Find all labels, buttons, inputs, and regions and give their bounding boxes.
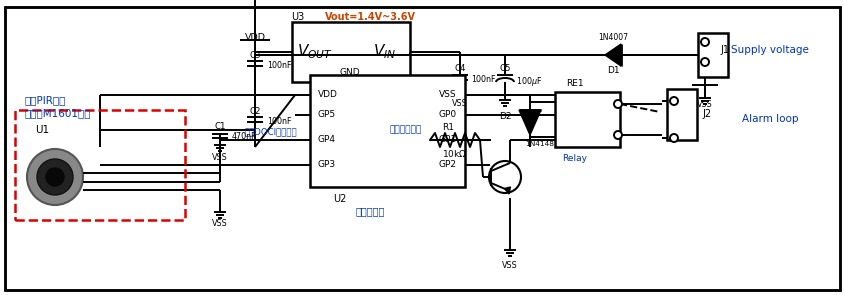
Circle shape <box>701 58 708 66</box>
Circle shape <box>37 159 73 195</box>
Text: VSS: VSS <box>439 91 457 99</box>
Text: VSS: VSS <box>452 99 468 109</box>
Text: 1N4007: 1N4007 <box>598 34 627 42</box>
Text: 内置：M1601芯片: 内置：M1601芯片 <box>25 108 91 118</box>
Text: R1: R1 <box>441 124 453 132</box>
Text: GP4: GP4 <box>317 135 336 145</box>
Text: 10k$\Omega$: 10k$\Omega$ <box>442 148 467 160</box>
Bar <box>310 75 464 187</box>
Bar <box>292 22 409 82</box>
Text: GP1: GP1 <box>438 135 457 145</box>
Text: GND: GND <box>339 68 360 78</box>
Text: GP0: GP0 <box>438 111 457 119</box>
Text: Alarm loop: Alarm loop <box>741 114 798 124</box>
Text: U3: U3 <box>291 12 305 22</box>
Text: Supply voltage: Supply voltage <box>730 45 808 55</box>
Text: C1: C1 <box>214 122 225 132</box>
Polygon shape <box>518 110 540 135</box>
Text: C2: C2 <box>249 107 261 117</box>
Text: VSS: VSS <box>501 260 517 270</box>
Text: VDD: VDD <box>244 32 265 42</box>
Text: D1: D1 <box>606 66 619 76</box>
Text: J2: J2 <box>701 109 711 119</box>
Bar <box>697 33 728 77</box>
Text: 数字PIR探头: 数字PIR探头 <box>25 95 67 105</box>
Text: 驱动负载输出: 驱动负载输出 <box>390 125 422 135</box>
Circle shape <box>27 149 83 205</box>
Text: GP3: GP3 <box>317 160 336 170</box>
Circle shape <box>701 38 708 46</box>
Circle shape <box>669 134 677 142</box>
Text: 100nF: 100nF <box>267 117 291 127</box>
Text: 外置单片机: 外置单片机 <box>354 206 384 216</box>
Text: RE1: RE1 <box>565 79 583 88</box>
Text: VDD: VDD <box>317 91 338 99</box>
Text: 100$\mu$F: 100$\mu$F <box>516 76 542 88</box>
Text: VSS: VSS <box>696 101 712 109</box>
Text: U1: U1 <box>35 125 49 135</box>
Circle shape <box>614 100 621 108</box>
Bar <box>666 89 696 140</box>
Text: C5: C5 <box>499 65 510 73</box>
Text: $V_{OUT}$: $V_{OUT}$ <box>297 43 333 61</box>
Bar <box>555 92 619 147</box>
Text: $V_{IN}$: $V_{IN}$ <box>373 43 396 61</box>
Text: GP2: GP2 <box>439 160 457 170</box>
Text: Relay: Relay <box>562 155 587 163</box>
Text: C4: C4 <box>454 65 465 73</box>
Text: GP5: GP5 <box>317 111 336 119</box>
Text: D2: D2 <box>498 112 511 122</box>
Circle shape <box>489 161 521 193</box>
Text: 470nF: 470nF <box>232 132 257 142</box>
Text: J1: J1 <box>720 45 728 55</box>
Circle shape <box>46 168 64 186</box>
Text: VSS: VSS <box>212 153 228 163</box>
Text: 1N4148: 1N4148 <box>524 141 554 147</box>
Text: U2: U2 <box>333 194 346 204</box>
Bar <box>15 110 185 220</box>
Text: Vout=1.4V~3.6V: Vout=1.4V~3.6V <box>324 12 415 22</box>
Text: 单线DOCI通信模式: 单线DOCI通信模式 <box>245 127 297 137</box>
Text: C3: C3 <box>249 52 261 60</box>
Text: VSS: VSS <box>212 219 228 227</box>
Circle shape <box>669 97 677 105</box>
Circle shape <box>614 131 621 139</box>
Polygon shape <box>604 44 620 66</box>
Text: 100nF: 100nF <box>267 61 291 71</box>
Text: 100nF: 100nF <box>470 76 495 84</box>
